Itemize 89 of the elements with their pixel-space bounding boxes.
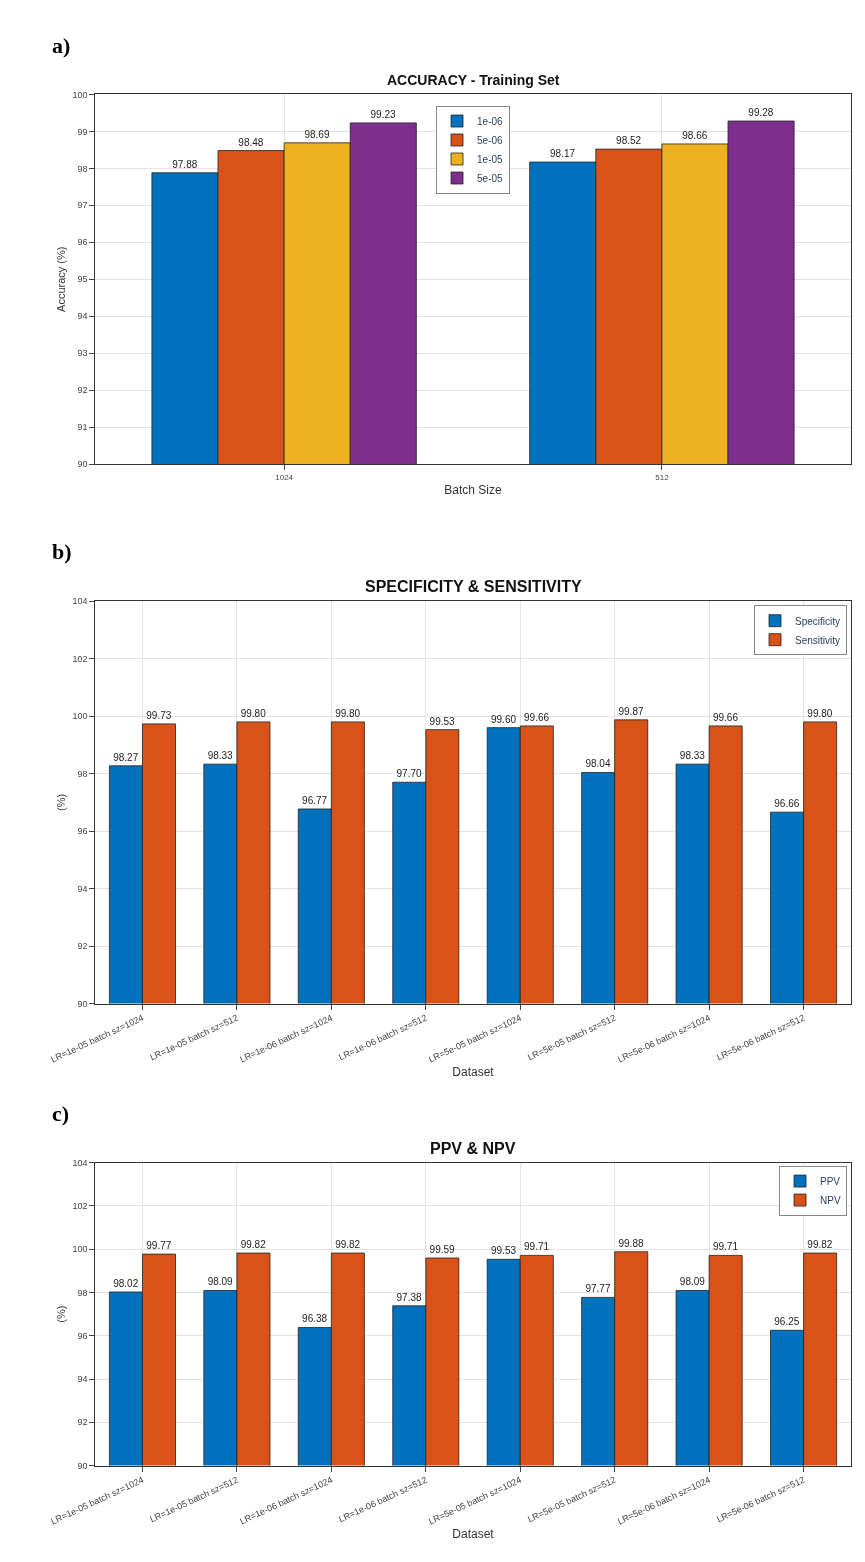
y-tick-label: 90: [77, 459, 88, 470]
chart-title: ACCURACY - Training Set: [387, 72, 560, 88]
data-label: 99.60: [490, 713, 517, 725]
data-label: 99.66: [524, 711, 550, 723]
text: c): [52, 1101, 70, 1126]
y-tick-label: 102: [72, 1200, 88, 1211]
y-tick-label: 98: [77, 768, 88, 779]
data-label: 98.33: [679, 750, 706, 762]
data-label: 96.77: [302, 794, 328, 806]
y-axis-title: (%): [55, 1305, 68, 1323]
legend-label: 5e-05: [477, 172, 504, 184]
y-tick-label: 94: [77, 1374, 88, 1385]
data-label: 99.82: [807, 1239, 833, 1251]
legend-label: NPV: [820, 1194, 841, 1206]
data-label: 96.66: [774, 798, 800, 810]
y-tick-label: 94: [77, 311, 88, 322]
y-tick-label: 92: [77, 385, 88, 396]
data-label: 98.66: [682, 129, 708, 141]
data-label: 99.59: [429, 1244, 456, 1255]
x-axis-title: Dataset: [452, 1527, 495, 1542]
y-tick-label: 92: [77, 941, 88, 952]
data-label: 98.02: [113, 1277, 139, 1289]
legend-label: 1e-06: [477, 115, 504, 127]
data-label: 99.80: [240, 707, 267, 719]
data-label: 99.28: [748, 107, 774, 119]
chart-title: SPECIFICITY & SENSITIVITY: [365, 578, 582, 595]
y-tick-label: 92: [77, 1417, 88, 1428]
data-label: 99.87: [618, 705, 644, 717]
data-label: 98.09: [679, 1276, 706, 1288]
y-tick-label: 96: [77, 1330, 88, 1341]
data-label: 98.04: [585, 758, 611, 770]
x-tick-label: 1024: [275, 472, 294, 482]
data-label: 98.52: [616, 135, 642, 147]
data-label: 97.77: [585, 1283, 611, 1295]
data-label: 99.88: [618, 1237, 644, 1249]
chart-title: PPV & NPV: [430, 1140, 516, 1157]
y-tick-label: 96: [77, 826, 88, 837]
data-label: 96.25: [774, 1316, 800, 1328]
data-label: 98.48: [238, 136, 264, 148]
data-label: 98.09: [207, 1276, 234, 1288]
legend-label: 5e-06: [477, 134, 504, 146]
y-tick-label: 104: [72, 1157, 88, 1168]
data-label: 99.80: [807, 707, 833, 719]
legend-label: Sensitivity: [795, 634, 841, 646]
data-label: 99.71: [524, 1241, 550, 1253]
y-tick-label: 98: [77, 1287, 88, 1298]
text: a): [52, 33, 71, 58]
data-label: 99.23: [370, 108, 397, 120]
data-label: 99.77: [146, 1240, 172, 1252]
y-tick-label: 98: [77, 163, 88, 174]
data-label: 99.82: [240, 1239, 267, 1251]
x-axis-title: Batch Size: [444, 482, 503, 497]
y-tick-label: 90: [77, 998, 88, 1009]
data-label: 99.73: [146, 709, 172, 721]
y-tick-label: 100: [72, 1244, 88, 1255]
data-label: 96.38: [302, 1313, 328, 1325]
data-label: 98.33: [207, 750, 234, 762]
y-tick-label: 97: [77, 200, 88, 211]
text: b): [52, 539, 72, 564]
y-tick-label: 102: [72, 653, 88, 664]
y-tick-label: 95: [77, 274, 88, 285]
data-label: 98.27: [113, 751, 139, 763]
y-tick-label: 104: [72, 596, 88, 607]
data-label: 99.53: [429, 715, 456, 727]
x-axis-title: Dataset: [452, 1065, 495, 1080]
data-label: 99.66: [712, 711, 739, 723]
y-tick-label: 100: [72, 711, 88, 722]
data-label: 99.71: [712, 1241, 739, 1253]
data-label: 98.69: [304, 128, 330, 140]
y-tick-label: 93: [77, 348, 88, 359]
data-label: 97.70: [396, 768, 422, 780]
legend-label: PPV: [820, 1175, 841, 1187]
y-tick-label: 96: [77, 237, 88, 248]
y-tick-label: 90: [77, 1460, 88, 1471]
y-tick-label: 100: [72, 89, 88, 100]
legend-label: 1e-05: [477, 153, 504, 165]
data-label: 99.82: [335, 1239, 361, 1251]
y-axis-title: (%): [55, 793, 68, 811]
data-label: 97.88: [172, 158, 198, 170]
data-label: 99.53: [490, 1245, 517, 1257]
x-tick-label: 512: [655, 472, 670, 482]
data-label: 99.80: [335, 707, 361, 719]
legend-label: Specificity: [795, 615, 841, 627]
y-tick-label: 94: [77, 883, 88, 894]
y-tick-label: 91: [77, 422, 88, 433]
data-label: 97.38: [396, 1291, 422, 1303]
data-label: 98.17: [550, 148, 576, 160]
y-axis-title: Accuracy (%): [55, 246, 68, 312]
y-tick-label: 99: [77, 126, 88, 137]
